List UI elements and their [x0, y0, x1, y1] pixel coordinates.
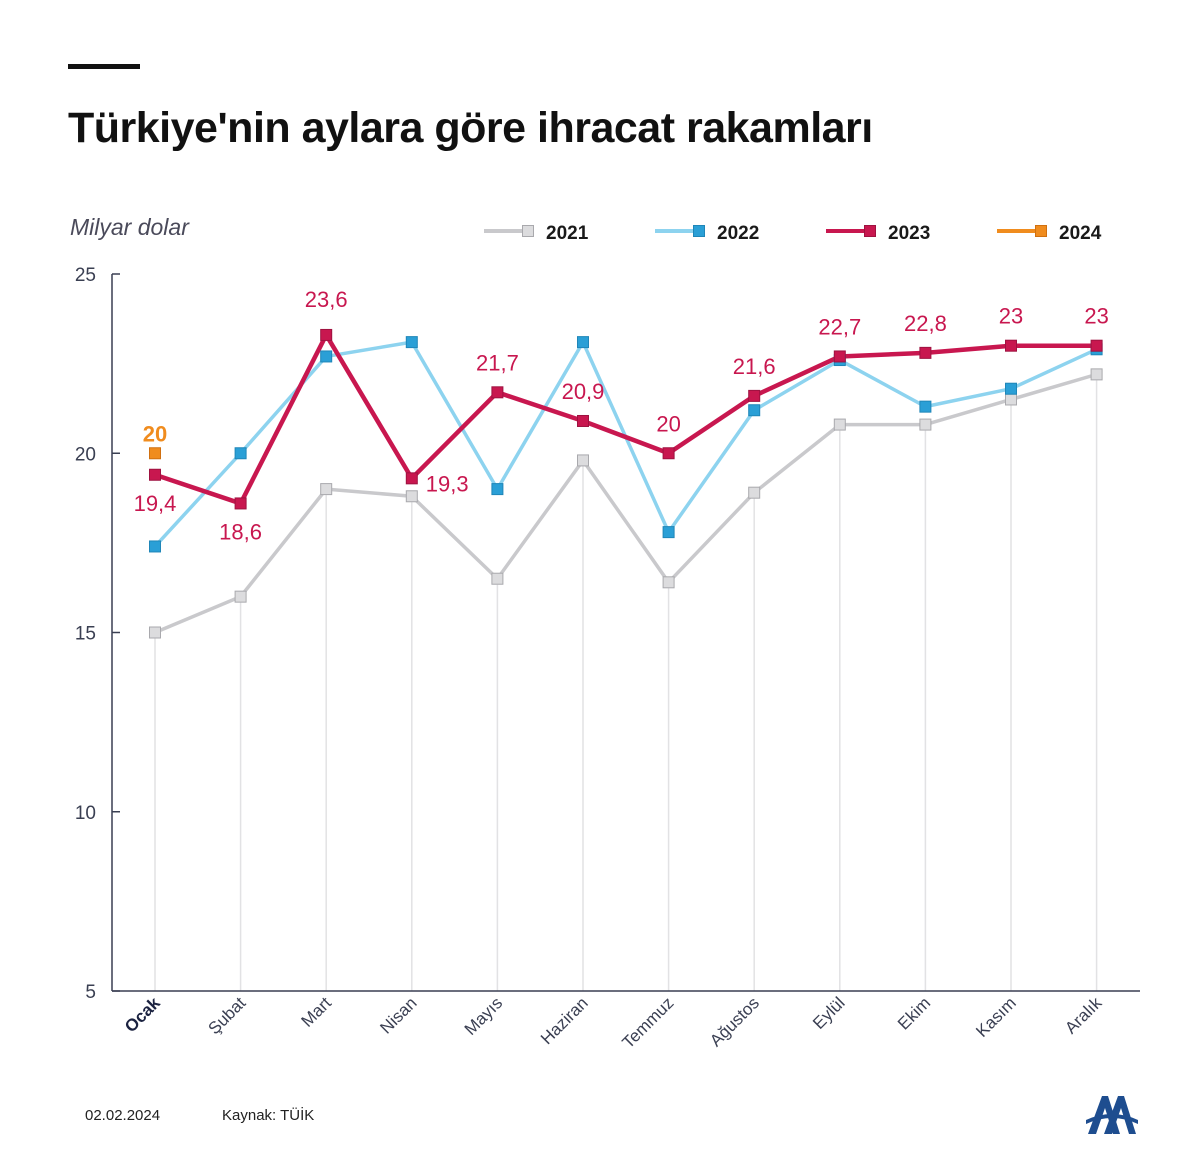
- marker-2021-3: [405, 490, 418, 503]
- legend-marker-2021: [522, 225, 534, 237]
- x-tick-label-2: Mart: [298, 993, 336, 1031]
- marker-2023-2: [320, 328, 333, 341]
- x-tick-label-5: Haziran: [537, 993, 592, 1048]
- data-label-2023-0: 19,4: [134, 491, 177, 516]
- marker-2023-9: [919, 346, 932, 359]
- chart-lines: [153, 332, 1098, 635]
- marker-2022-0: [149, 540, 161, 553]
- marker-2022-10: [1005, 382, 1017, 395]
- page-title: Türkiye'nin aylara göre ihracat rakamlar…: [68, 104, 873, 152]
- marker-2022-6: [662, 526, 675, 539]
- marker-2023-4: [491, 386, 504, 399]
- y-tick-label-15: 15: [75, 624, 96, 645]
- x-tick-label-7: Ağustos: [706, 993, 763, 1050]
- chart-grid: [154, 380, 1098, 991]
- marker-2021-11: [1090, 368, 1103, 381]
- marker-2021-5: [577, 454, 589, 467]
- legend-label-2021: 2021: [546, 223, 589, 244]
- marker-2022-2: [320, 350, 333, 363]
- data-label-2023-2: 23,6: [305, 287, 348, 312]
- x-tick-label-4: Mayıs: [461, 993, 506, 1038]
- x-tick-label-9: Ekim: [894, 993, 934, 1033]
- marker-2021-8: [833, 418, 846, 431]
- data-label-2023-3: 19,3: [426, 471, 469, 496]
- x-tick-label-8: Eylül: [809, 993, 848, 1032]
- marker-2021-10: [1005, 393, 1017, 406]
- marker-2023-1: [234, 497, 247, 510]
- x-tick-label-0: Ocak: [121, 993, 164, 1036]
- marker-2022-4: [491, 483, 504, 496]
- marker-2021-4: [491, 572, 504, 585]
- data-label-2024-0: 20: [143, 421, 167, 446]
- data-source: Kaynak: TÜİK: [222, 1107, 315, 1124]
- line-2022: [153, 340, 1098, 548]
- legend-marker-2024: [1035, 225, 1047, 237]
- data-label-2023-11: 23: [1084, 304, 1108, 329]
- y-tick-label-5: 5: [85, 982, 96, 1003]
- y-tick-label-10: 10: [75, 803, 96, 824]
- line-2023: [154, 332, 1097, 506]
- marker-2021-7: [748, 486, 761, 499]
- marker-2021-1: [234, 590, 247, 603]
- title-rule: [68, 64, 140, 69]
- marker-2023-7: [748, 389, 761, 402]
- x-tick-label-3: Nisan: [376, 993, 420, 1037]
- data-label-2023-4: 21,7: [476, 350, 519, 375]
- legend-label-2024: 2024: [1059, 223, 1102, 244]
- legend-label-2022: 2022: [717, 223, 759, 244]
- legend-marker-2023: [864, 225, 876, 237]
- marker-2023-0: [149, 468, 161, 481]
- chart-axes: 5 10 15 20 25 Ocak Şubat Mart Nisan Mayıs Haziran T…: [75, 265, 1140, 1052]
- y-tick-label-25: 25: [75, 265, 96, 286]
- chart-markers: [149, 328, 1103, 639]
- marker-2023-3: [405, 472, 418, 485]
- x-tick-label-1: Şubat: [205, 993, 250, 1038]
- marker-2021-9: [919, 418, 932, 431]
- marker-2022-1: [234, 447, 247, 460]
- legend-label-2023: 2023: [888, 223, 930, 244]
- marker-2023-5: [577, 414, 589, 427]
- marker-2023-8: [833, 350, 846, 363]
- data-label-2023-9: 22,8: [904, 311, 947, 336]
- chart-legend: 2021 2022 2023 2024: [484, 223, 1102, 244]
- data-label-2023-5: 20,9: [562, 379, 605, 404]
- data-label-2023-10: 23: [999, 304, 1023, 329]
- marker-2023-6: [662, 447, 675, 460]
- x-tick-label-10: Kasım: [972, 993, 1020, 1041]
- data-label-2023-8: 22,7: [818, 314, 861, 339]
- data-label-2023-1: 18,6: [219, 519, 262, 544]
- x-tick-label-6: Temmuz: [619, 993, 678, 1052]
- marker-2022-9: [919, 400, 932, 413]
- data-label-2023-6: 20: [656, 411, 680, 436]
- marker-2022-5: [577, 336, 589, 349]
- chart-labels: 19,4 18,6 23,6 19,3 21,7 20,9 20 21,6 22,7 22,8 23…: [134, 287, 1109, 544]
- publish-date: 02.02.2024: [85, 1107, 161, 1124]
- data-label-2023-7: 21,6: [733, 354, 776, 379]
- marker-2021-0: [149, 626, 161, 639]
- marker-2022-7: [748, 404, 761, 417]
- marker-2021-6: [662, 576, 675, 589]
- marker-2022-3: [405, 336, 418, 349]
- line-2021: [154, 372, 1098, 635]
- y-tick-label-20: 20: [75, 444, 96, 465]
- x-tick-label-11: Aralık: [1061, 993, 1106, 1038]
- y-axis-unit-label: Milyar dolar: [70, 214, 189, 240]
- marker-2023-11: [1090, 339, 1103, 352]
- aa-logo-icon: [1086, 1096, 1138, 1134]
- marker-2024-0: [149, 447, 161, 460]
- legend-marker-2022: [693, 225, 705, 237]
- marker-2021-2: [320, 483, 333, 496]
- marker-2023-10: [1005, 339, 1017, 352]
